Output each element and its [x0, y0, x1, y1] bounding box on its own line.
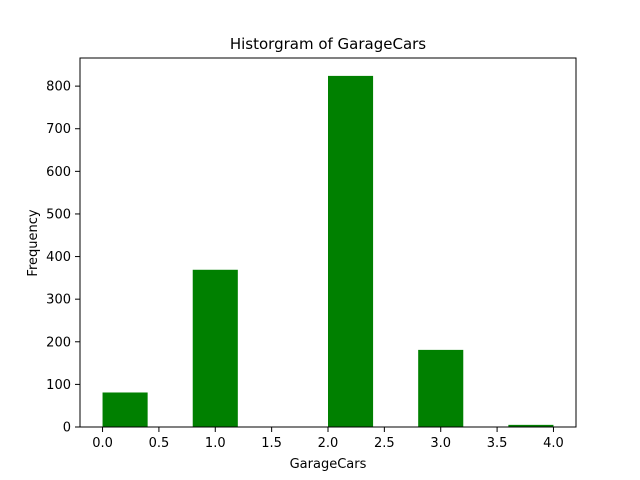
- histogram-bar: [328, 75, 374, 428]
- x-tick-label: 1.5: [261, 436, 282, 451]
- x-tick-label: 2.0: [318, 436, 339, 451]
- x-tick-label: 1.0: [205, 436, 226, 451]
- x-tick-label: 0.0: [92, 436, 113, 451]
- plot-frame: [79, 57, 577, 428]
- chart-title: Historgram of GarageCars: [230, 35, 426, 53]
- bars-layer: [102, 75, 554, 428]
- y-tick-label: 800: [46, 80, 71, 95]
- y-tick-label: 600: [46, 165, 71, 180]
- y-tick-label: 300: [46, 293, 71, 308]
- x-tick-label: 4.0: [543, 436, 564, 451]
- x-tick-label: 3.5: [487, 436, 508, 451]
- x-tick-label: 0.5: [149, 436, 170, 451]
- x-axis-label: GarageCars: [290, 457, 367, 472]
- y-axis-label: Frequency: [26, 209, 41, 276]
- y-tick-label: 700: [46, 122, 71, 137]
- x-axis-ticks: 0.0 0.5 1.0 1.5 2.0 2.5 3.0 3.5 4.0: [92, 427, 564, 451]
- x-tick-label: 2.5: [374, 436, 395, 451]
- histogram-bar: [418, 349, 464, 427]
- y-tick-label: 100: [46, 378, 71, 393]
- histogram-bar: [102, 392, 148, 427]
- y-tick-label: 500: [46, 207, 71, 222]
- y-tick-label: 400: [46, 250, 71, 265]
- x-tick-label: 3.0: [430, 436, 451, 451]
- histogram-bar: [192, 269, 238, 427]
- y-tick-label: 200: [46, 335, 71, 350]
- y-tick-label: 0: [63, 421, 71, 436]
- y-axis-ticks: 0 100 200 300 400 500 600 700 800: [46, 80, 80, 436]
- histogram-bar: [508, 424, 554, 427]
